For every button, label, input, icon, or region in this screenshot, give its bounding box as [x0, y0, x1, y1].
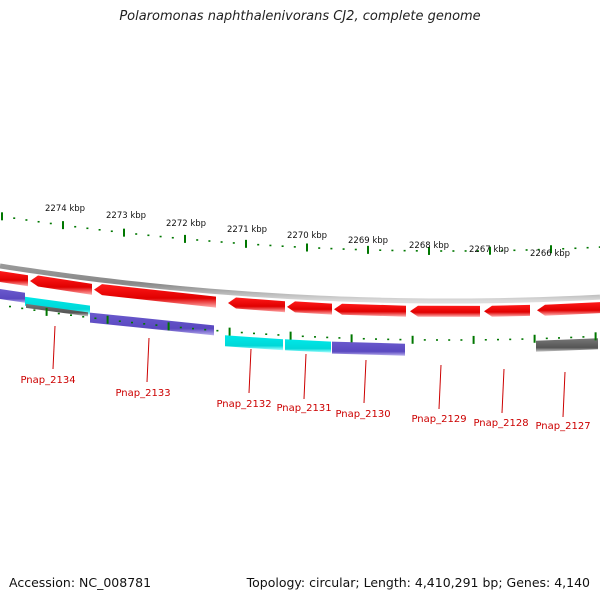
scale-label: 2271 kbp [227, 225, 267, 235]
gene-pnap-2130 [332, 341, 405, 356]
genome-summary: Topology: circular; Length: 4,410,291 bp… [246, 575, 590, 590]
forward-gene [537, 302, 600, 316]
feature-track [0, 271, 600, 356]
forward-gene [334, 303, 406, 317]
scale-label: 2267 kbp [469, 245, 509, 255]
scale-label: 2273 kbp [106, 211, 146, 221]
tick-ring-inner [9, 305, 597, 344]
gene-label: Pnap_2134 [20, 375, 75, 386]
accession-text: Accession: NC_008781 [9, 575, 152, 590]
forward-gene [0, 271, 28, 287]
scale-label: 2266 kbp [530, 249, 570, 259]
gene-pnap-2131 [285, 339, 331, 353]
label-leader [52, 325, 56, 370]
genome-title: Polaromonas naphthalenivorans CJ2, compl… [119, 9, 481, 24]
label-leader [303, 353, 307, 400]
forward-gene [30, 275, 92, 295]
forward-gene [94, 284, 216, 308]
backbone [0, 263, 600, 304]
forward-gene [484, 304, 530, 317]
scale-label: 2268 kbp [409, 241, 449, 251]
scale-label: 2274 kbp [45, 204, 85, 214]
gene-label: Pnap_2129 [411, 414, 466, 425]
label-leaders [52, 325, 566, 418]
label-leader [562, 371, 566, 418]
genome-backbone [0, 263, 600, 304]
reverse-gene [0, 289, 25, 303]
scale-labels: 2274 kbp 2273 kbp 2272 kbp 2271 kbp 2270 kbp… [45, 204, 570, 259]
scale-label: 2270 kbp [287, 231, 327, 241]
forward-gene [228, 297, 285, 313]
gene-pnap-2133 [90, 312, 214, 336]
gene-pnap-2127 [536, 338, 598, 352]
gene-label: Pnap_2130 [335, 409, 390, 420]
gene-label: Pnap_2131 [276, 403, 331, 414]
gene-label: Pnap_2132 [216, 399, 271, 410]
gene-pnap-2134-shade [26, 303, 88, 317]
label-leader [438, 364, 442, 410]
tick-ring-outer [1, 212, 600, 255]
label-leader [248, 348, 252, 394]
gene-label: Pnap_2127 [535, 421, 590, 432]
scale-label: 2272 kbp [166, 219, 206, 229]
gene-pnap-2134 [25, 296, 90, 315]
label-leader [501, 368, 505, 414]
gene-labels: Pnap_2134 Pnap_2133 Pnap_2132 Pnap_2131 Pnap… [20, 375, 590, 432]
forward-gene [287, 301, 332, 315]
gene-label: Pnap_2133 [115, 388, 170, 399]
label-leader [363, 359, 367, 404]
gene-label: Pnap_2128 [473, 418, 528, 429]
scale-label: 2269 kbp [348, 236, 388, 246]
forward-gene [410, 305, 480, 317]
gene-pnap-2132 [225, 335, 283, 351]
label-leader [146, 337, 150, 383]
